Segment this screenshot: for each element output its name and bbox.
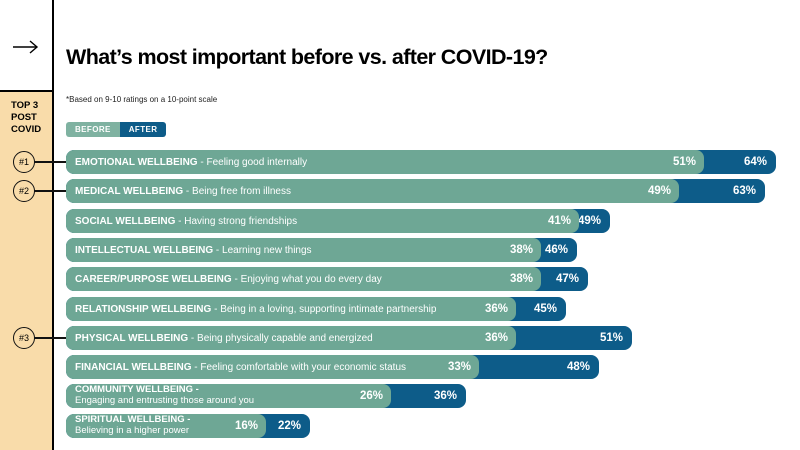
footnote: *Based on 9-10 ratings on a 10-point sca… — [66, 95, 218, 104]
after-value-label: 45% — [533, 303, 557, 315]
category-label: MEDICAL WELLBEING - Being free from illn… — [75, 185, 291, 197]
bar-row: 51% PHYSICAL WELLBEING - Being physically… — [66, 326, 800, 350]
after-value-label: 47% — [555, 273, 579, 285]
before-value-label: 36% — [484, 332, 508, 344]
rank-badge: #1 — [13, 151, 35, 173]
after-value-label: 49% — [577, 215, 601, 227]
page-title: What’s most important before vs. after C… — [66, 45, 548, 70]
sidebar-label: TOP 3 POST COVID — [11, 100, 52, 136]
bar-before-segment: MEDICAL WELLBEING - Being free from illn… — [66, 179, 679, 203]
bar-chart: 64% EMOTIONAL WELLBEING - Feeling good in… — [66, 150, 800, 450]
category-label: CAREER/PURPOSE WELLBEING - Enjoying what… — [75, 273, 382, 285]
before-value-label: 49% — [647, 185, 671, 197]
bar-row: 45% RELATIONSHIP WELLBEING - Being in a l… — [66, 297, 800, 321]
rank-connector-line — [24, 161, 66, 163]
bar-before-segment: SPIRITUAL WELLBEING - Believing in a high… — [66, 414, 266, 438]
before-value-label: 38% — [509, 273, 533, 285]
bar-row: 63% MEDICAL WELLBEING - Being free from i… — [66, 179, 800, 203]
rank-badge: #2 — [13, 180, 35, 202]
bar-before-segment: FINANCIAL WELLBEING - Feeling comfortabl… — [66, 355, 479, 379]
category-label: SPIRITUAL WELLBEING - Believing in a high… — [75, 415, 191, 436]
category-label: RELATIONSHIP WELLBEING - Being in a lovi… — [75, 303, 437, 315]
bar-before-segment: INTELLECTUAL WELLBEING - Learning new th… — [66, 238, 541, 262]
before-value-label: 33% — [447, 361, 471, 373]
before-value-label: 26% — [359, 390, 383, 402]
before-value-label: 38% — [509, 244, 533, 256]
legend-after-chip: AFTER — [119, 122, 167, 137]
before-value-label: 41% — [547, 215, 571, 227]
category-label: EMOTIONAL WELLBEING - Feeling good inter… — [75, 156, 308, 168]
bar-before-segment: CAREER/PURPOSE WELLBEING - Enjoying what… — [66, 267, 541, 291]
top3-post-covid-sidebar: TOP 3 POST COVID — [0, 90, 52, 450]
bar-before-segment: EMOTIONAL WELLBEING - Feeling good inter… — [66, 150, 704, 174]
after-value-label: 64% — [743, 156, 767, 168]
bar-before-segment: SOCIAL WELLBEING - Having strong friends… — [66, 209, 579, 233]
rank-badge: #3 — [13, 327, 35, 349]
legend: BEFORE AFTER — [66, 122, 167, 137]
before-value-label: 51% — [672, 156, 696, 168]
category-label: FINANCIAL WELLBEING - Feeling comfortabl… — [75, 361, 407, 373]
after-value-label: 51% — [599, 332, 623, 344]
legend-before-chip: BEFORE — [66, 122, 120, 137]
before-value-label: 36% — [484, 303, 508, 315]
before-value-label: 16% — [234, 420, 258, 432]
bar-before-segment: RELATIONSHIP WELLBEING - Being in a lovi… — [66, 297, 516, 321]
bar-row: 36% COMMUNITY WELLBEING - Engaging and ent… — [66, 384, 800, 408]
after-value-label: 22% — [277, 420, 301, 432]
after-value-label: 36% — [433, 390, 457, 402]
bar-row: 49% SOCIAL WELLBEING - Having strong frie… — [66, 209, 800, 233]
after-value-label: 46% — [544, 244, 568, 256]
after-value-label: 63% — [732, 185, 756, 197]
sidebar-label-line: COVID — [11, 123, 42, 135]
sidebar-label-line: TOP 3 — [11, 100, 39, 111]
bar-row: 48% FINANCIAL WELLBEING - Feeling comfort… — [66, 355, 800, 379]
category-label: PHYSICAL WELLBEING - Being physically ca… — [75, 332, 373, 344]
category-label: SOCIAL WELLBEING - Having strong friends… — [75, 215, 298, 227]
bar-before-segment: PHYSICAL WELLBEING - Being physically ca… — [66, 326, 516, 350]
bar-row: 22% SPIRITUAL WELLBEING - Believing in a h… — [66, 414, 800, 438]
bar-row: 64% EMOTIONAL WELLBEING - Feeling good in… — [66, 150, 800, 174]
right-arrow-icon — [11, 39, 41, 60]
rank-connector-line — [24, 337, 66, 339]
bar-row: 47% CAREER/PURPOSE WELLBEING - Enjoying w… — [66, 267, 800, 291]
bar-row: 46% INTELLECTUAL WELLBEING - Learning new… — [66, 238, 800, 262]
rank-connector-line — [24, 190, 66, 192]
bar-before-segment: COMMUNITY WELLBEING - Engaging and entrus… — [66, 384, 391, 408]
after-value-label: 48% — [566, 361, 590, 373]
vertical-divider-line — [52, 0, 54, 450]
category-label: INTELLECTUAL WELLBEING - Learning new th… — [75, 244, 312, 256]
category-label: COMMUNITY WELLBEING - Engaging and entrus… — [75, 385, 255, 406]
sidebar-label-line: POST — [11, 111, 37, 123]
